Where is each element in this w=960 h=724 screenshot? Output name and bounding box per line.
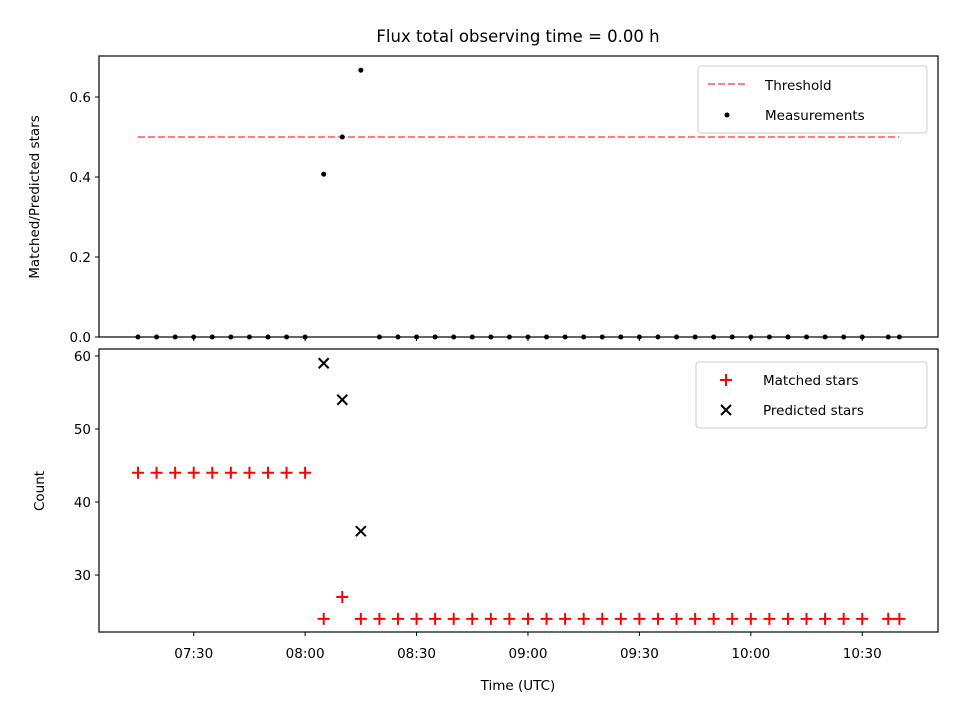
- legend-measurements-swatch: [724, 112, 730, 118]
- matched-star-point: [744, 612, 757, 625]
- matched-star-point: [280, 466, 293, 479]
- matched-star-point: [614, 612, 627, 625]
- matched-star-point: [596, 612, 609, 625]
- y-tick-label: 0.2: [70, 250, 91, 266]
- matched-star-point: [726, 612, 739, 625]
- legend-bottom: Matched stars Predicted stars: [695, 361, 928, 429]
- matched-star-point: [781, 612, 794, 625]
- y-tick-label: 50: [74, 422, 91, 438]
- matched-star-point: [317, 612, 330, 625]
- legend-predicted-label: Predicted stars: [763, 403, 864, 419]
- measurement-point: [339, 134, 345, 140]
- measurement-point: [358, 67, 364, 73]
- plot-frame: [98, 348, 939, 633]
- x-tick-label: 08:00: [286, 646, 325, 662]
- x-tick-label: 09:00: [509, 646, 548, 662]
- matched-star-point: [169, 466, 182, 479]
- y-tick-label: 40: [74, 495, 91, 511]
- predicted-star-point: [317, 357, 330, 369]
- matched-star-point: [150, 466, 163, 479]
- predicted-star-point: [355, 525, 367, 537]
- matched-star-point: [763, 612, 776, 625]
- x-tick-label: 10:00: [731, 646, 770, 662]
- matched-star-point: [299, 466, 312, 479]
- matched-star-point: [391, 612, 404, 625]
- y-tick-label: 0.6: [70, 90, 91, 106]
- predicted-star-point: [336, 394, 348, 406]
- matched-star-point: [429, 612, 442, 625]
- matched-star-point: [882, 612, 895, 625]
- bottom-axes: 30 40 50 60 07:30 08:00 08:30 09:00 09:30 10:00 10…: [74, 348, 939, 662]
- matched-star-point: [819, 612, 832, 625]
- y-tick-label: 60: [74, 349, 91, 365]
- matched-star-point: [187, 466, 200, 479]
- y-tick-label: 0.4: [70, 170, 91, 186]
- matched-star-point: [540, 612, 553, 625]
- legend-threshold-label: Threshold: [764, 78, 832, 94]
- legend-predicted-swatch: [720, 404, 732, 416]
- x-axis-label: Time (UTC): [480, 678, 556, 694]
- matched-star-point: [837, 612, 850, 625]
- matched-star-point: [521, 612, 534, 625]
- matched-star-point: [261, 466, 274, 479]
- y-tick-label: 0.0: [70, 330, 91, 346]
- matched-star-point: [559, 612, 572, 625]
- top-axes: 0.0 0.2 0.4 0.6: [70, 55, 939, 346]
- matched-star-point: [224, 466, 237, 479]
- matched-star-point: [447, 612, 460, 625]
- y-axis-label-top: Matched/Predicted stars: [27, 115, 43, 278]
- matched-star-point: [466, 612, 479, 625]
- chart-title: Flux total observing time = 0.00 h: [376, 27, 659, 46]
- matched-star-point: [373, 612, 386, 625]
- matched-star-point: [243, 466, 256, 479]
- legend-top: Threshold Measurements: [697, 65, 928, 134]
- matched-star-point: [670, 612, 683, 625]
- matched-star-point: [410, 612, 423, 625]
- matched-star-point: [577, 612, 590, 625]
- matched-star-point: [354, 612, 367, 625]
- x-tick-label: 10:30: [843, 646, 882, 662]
- matched-star-point: [484, 612, 497, 625]
- legend-measurements-label: Measurements: [765, 108, 865, 124]
- x-tick-label: 09:30: [620, 646, 659, 662]
- matched-star-point: [800, 612, 813, 625]
- x-tick-label: 08:30: [397, 646, 436, 662]
- y-axis-label-bottom: Count: [32, 471, 48, 511]
- y-tick-label: 30: [74, 568, 91, 584]
- matched-star-point: [856, 612, 869, 625]
- legend-matched-swatch: [720, 374, 732, 386]
- plot-frame: [98, 55, 939, 338]
- matched-star-point: [893, 612, 906, 625]
- x-tick-label: 07:30: [174, 646, 213, 662]
- matched-star-point: [707, 612, 720, 625]
- matched-star-point: [336, 590, 349, 603]
- matched-star-point: [131, 466, 144, 479]
- matched-star-point: [689, 612, 702, 625]
- matched-star-point: [206, 466, 219, 479]
- matched-star-point: [503, 612, 516, 625]
- matched-star-point: [633, 612, 646, 625]
- matched-star-point: [651, 612, 664, 625]
- measurement-point: [321, 171, 327, 177]
- legend-matched-label: Matched stars: [763, 373, 859, 389]
